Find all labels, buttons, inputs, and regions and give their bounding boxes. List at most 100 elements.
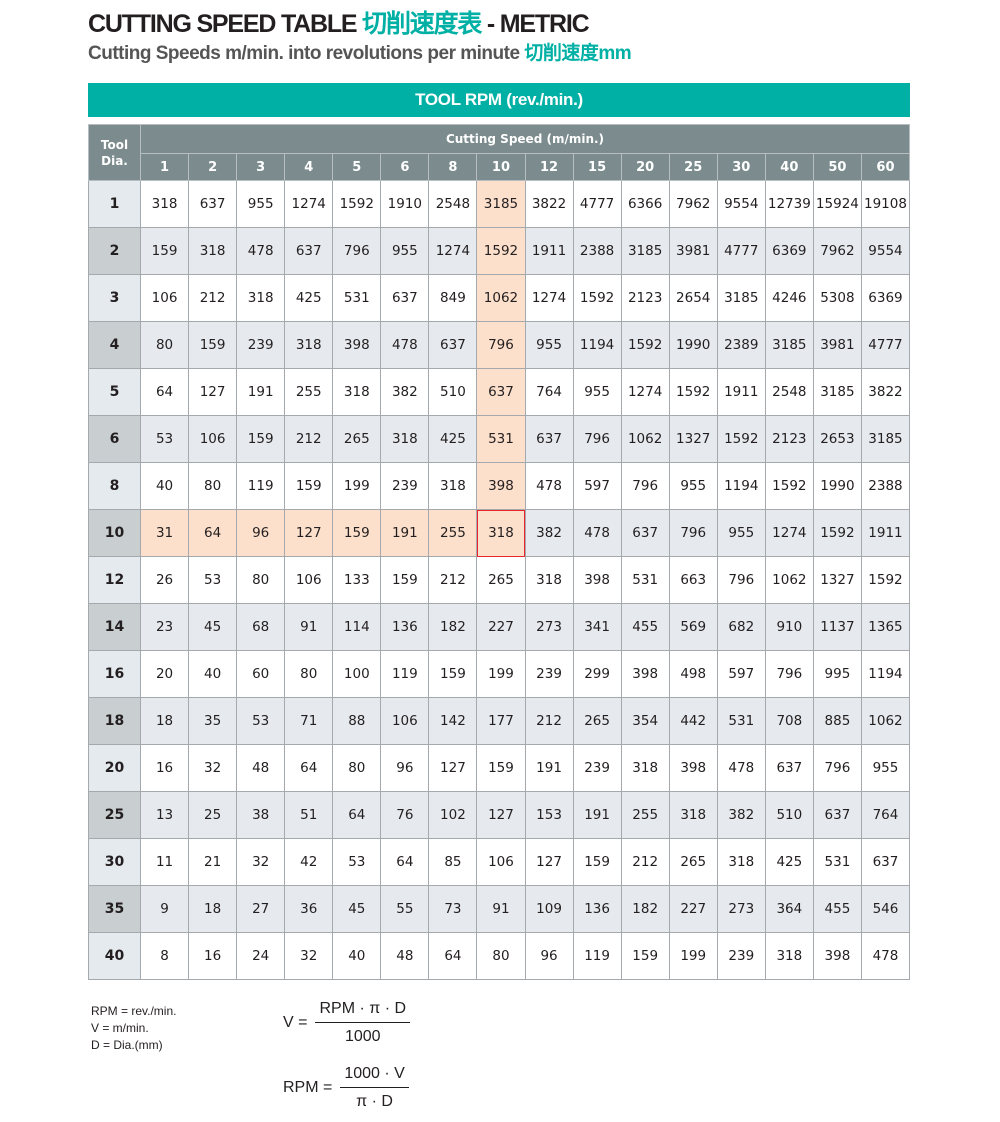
tool-dia-cell: 30	[88, 838, 141, 886]
table-row: 6 53 106 159 212 265 318 425 531 637 796 1062 1327 15…	[88, 415, 911, 463]
rpm-cell: 127	[524, 838, 574, 886]
rpm-cell: 318	[380, 415, 430, 463]
rpm-cell: 1592	[716, 415, 766, 463]
rpm-cell: 119	[380, 650, 430, 698]
rpm-cell: 4777	[716, 227, 766, 275]
rpm-cell: 239	[524, 650, 574, 698]
rpm-cell: 995	[812, 650, 862, 698]
rpm-cell: 6369	[764, 227, 814, 275]
rpm-cell: 6366	[620, 180, 670, 228]
title-suffix: - METRIC	[481, 10, 590, 38]
rpm-cell: 71	[284, 697, 334, 745]
rpm-cell: 68	[236, 603, 286, 651]
rpm-cell: 2123	[764, 415, 814, 463]
rpm-cell: 32	[236, 838, 286, 886]
rpm-cell: 764	[860, 791, 911, 839]
rpm-cell: 1990	[668, 321, 718, 369]
rpm-cell: 127	[476, 791, 526, 839]
rpm-cell: 100	[332, 650, 382, 698]
rpm-cell: 64	[332, 791, 382, 839]
rpm-cell: 45	[332, 885, 382, 933]
rpm-cell: 1274	[284, 180, 334, 228]
rpm-cell: 159	[332, 509, 382, 557]
formula-rpm: RPM = 1000 · V π · D	[283, 1065, 409, 1111]
formula-lhs: RPM =	[283, 1079, 333, 1096]
rpm-cell: 531	[332, 274, 382, 322]
rpm-cell: 159	[620, 932, 670, 980]
table-row: 4 80 159 239 318 398 478 637 796 955 1194 1592 1990 2…	[88, 321, 911, 369]
speed-header-cell: 3	[236, 153, 286, 181]
subtitle-chinese: 切削速度mm	[524, 43, 632, 64]
rpm-cell: 191	[572, 791, 622, 839]
rpm-cell: 239	[236, 321, 286, 369]
rpm-cell: 1062	[620, 415, 670, 463]
rpm-cell: 12739	[764, 180, 814, 228]
rpm-cell: 531	[620, 556, 670, 604]
legend-d: D = Dia.(mm)	[91, 1038, 163, 1052]
rpm-cell: 796	[812, 744, 862, 792]
rpm-cell: 637	[476, 368, 526, 416]
rpm-cell: 597	[572, 462, 622, 510]
speed-header-cell: 1	[139, 153, 190, 181]
rpm-cell: 40	[188, 650, 238, 698]
rpm-cell: 106	[188, 415, 238, 463]
rpm-cell: 442	[668, 697, 718, 745]
rpm-cell: 1062	[476, 274, 526, 322]
rpm-cell: 48	[380, 932, 430, 980]
rpm-cell: 27	[236, 885, 286, 933]
rpm-cell: 796	[668, 509, 718, 557]
rpm-cell: 1911	[524, 227, 574, 275]
rpm-cell: 796	[716, 556, 766, 604]
rpm-cell: 64	[284, 744, 334, 792]
rpm-cell: 80	[188, 462, 238, 510]
speed-header-cell: 30	[716, 153, 766, 181]
rpm-cell: 637	[428, 321, 478, 369]
rpm-cell: 199	[332, 462, 382, 510]
rpm-cell: 955	[572, 368, 622, 416]
rpm-cell: 80	[236, 556, 286, 604]
rpm-cell: 53	[188, 556, 238, 604]
speed-header-cell: 5	[332, 153, 382, 181]
rpm-cell: 3185	[764, 321, 814, 369]
tool-dia-cell: 8	[88, 462, 141, 510]
rpm-cell: 32	[188, 744, 238, 792]
rpm-cell: 597	[716, 650, 766, 698]
speed-header-cell: 4	[284, 153, 334, 181]
rpm-cell: 227	[476, 603, 526, 651]
rpm-cell: 955	[524, 321, 574, 369]
rpm-cell: 546	[860, 885, 911, 933]
rpm-cell: 1592	[620, 321, 670, 369]
tool-dia-cell: 35	[88, 885, 141, 933]
rpm-cell: 80	[476, 932, 526, 980]
rpm-cell: 31	[139, 509, 190, 557]
rpm-cell: 36	[284, 885, 334, 933]
rpm-cell: 26	[139, 556, 190, 604]
rpm-cell: 85	[428, 838, 478, 886]
rpm-cell: 318	[332, 368, 382, 416]
table-row: 14 23 45 68 91 114 136 182 227 273 341 455 569 682 910…	[88, 603, 911, 651]
rpm-cell: 32	[284, 932, 334, 980]
rpm-cell: 80	[332, 744, 382, 792]
rpm-cell: 153	[524, 791, 574, 839]
rpm-cell: 91	[476, 885, 526, 933]
rpm-cell: 637	[524, 415, 574, 463]
rpm-cell: 199	[476, 650, 526, 698]
rpm-cell: 510	[764, 791, 814, 839]
rpm-cell: 273	[716, 885, 766, 933]
rpm-cell: 1194	[572, 321, 622, 369]
table-row: 2 159 318 478 637 796 955 1274 1592 1911 2388 3185 3…	[88, 227, 911, 275]
rpm-cell: 663	[668, 556, 718, 604]
table-row: 40 8 16 24 32 40 48 64 80 96 119 159 199 239 318 398 478	[88, 932, 911, 980]
rpm-cell: 3185	[860, 415, 911, 463]
rpm-cell: 1274	[764, 509, 814, 557]
rpm-cell: 255	[428, 509, 478, 557]
speed-header-cell: 50	[812, 153, 862, 181]
rpm-cell: 354	[620, 697, 670, 745]
rpm-cell: 265	[476, 556, 526, 604]
rpm-cell: 177	[476, 697, 526, 745]
rpm-cell: 2123	[620, 274, 670, 322]
rpm-cell: 35	[188, 697, 238, 745]
rpm-cell: 1062	[860, 697, 911, 745]
rpm-cell: 1592	[476, 227, 526, 275]
